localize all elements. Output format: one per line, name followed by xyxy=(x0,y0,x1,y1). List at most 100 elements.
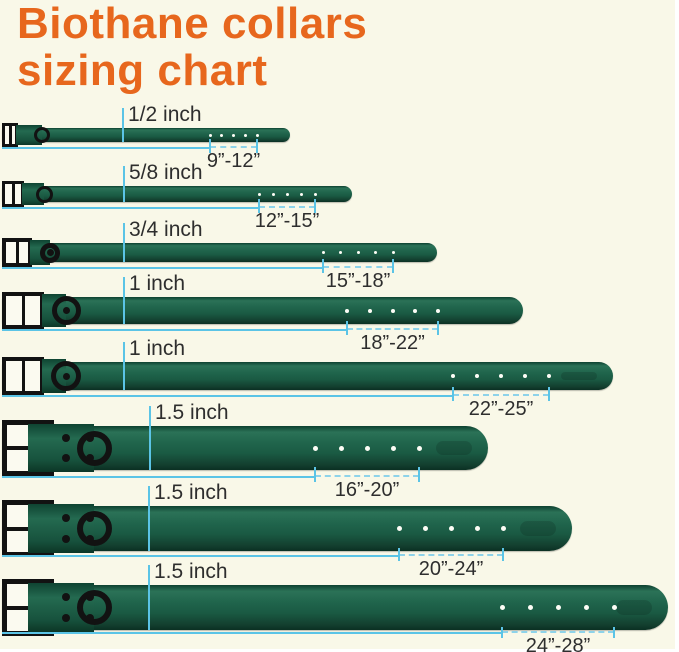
measure-dash-line xyxy=(399,554,503,556)
measure-tick-start xyxy=(322,259,324,273)
emboss-mark xyxy=(436,440,472,456)
collar-hole xyxy=(367,308,372,313)
range-label: 15”-18” xyxy=(325,270,391,292)
width-label: 5/8 inch xyxy=(129,161,203,184)
title-line2: sizing chart xyxy=(17,46,268,95)
measure-tick-end xyxy=(256,139,258,153)
emboss-mark xyxy=(520,521,556,536)
measure-dash-line xyxy=(259,206,315,208)
collar-hole xyxy=(475,374,479,378)
collar-hole xyxy=(285,192,289,196)
collar-hole xyxy=(257,192,261,196)
width-tick xyxy=(122,108,124,142)
collar-hole xyxy=(451,374,455,378)
collar-hole xyxy=(243,133,247,137)
collar-hole xyxy=(208,133,212,137)
width-tick xyxy=(148,565,150,630)
collar-hole xyxy=(527,605,533,610)
rivet-icon-3 xyxy=(62,535,70,543)
measure-tick-start xyxy=(398,548,400,561)
measure-dash-line xyxy=(347,328,438,330)
range-label: 16”-20” xyxy=(334,479,400,501)
measure-line xyxy=(2,632,502,634)
collar-hole xyxy=(338,445,344,451)
rivet-icon-1 xyxy=(62,593,70,601)
collar-hole xyxy=(499,605,505,610)
width-label: 1.5 inch xyxy=(154,481,228,504)
range-label: 20”-24” xyxy=(418,558,484,580)
width-tick xyxy=(123,223,125,262)
width-label: 1.5 inch xyxy=(154,560,228,583)
measure-line xyxy=(2,147,210,149)
collar-hole xyxy=(499,374,503,378)
buckle-ring-icon xyxy=(51,361,81,391)
width-tick xyxy=(123,166,125,202)
buckle-centerbar-icon xyxy=(21,292,25,329)
width-label: 3/4 inch xyxy=(129,218,203,241)
measure-dash-line xyxy=(323,266,393,268)
width-label: 1/2 inch xyxy=(128,103,202,126)
collar-strap xyxy=(2,186,352,202)
collar-hole xyxy=(448,526,454,531)
emboss-mark xyxy=(616,600,652,615)
collar-hole xyxy=(413,308,418,313)
ring-rivet-icon xyxy=(62,372,70,380)
collar-strap xyxy=(2,243,437,262)
range-label: 24”-28” xyxy=(525,635,591,652)
collar-hole xyxy=(391,251,395,254)
collar-hole xyxy=(232,133,235,137)
collar-hole xyxy=(390,308,395,313)
measure-line xyxy=(2,476,315,478)
measure-tick-start xyxy=(346,321,348,335)
buckle-ring-icon xyxy=(40,242,60,263)
rivet-icon-1 xyxy=(62,514,70,522)
collar-hole xyxy=(364,445,370,451)
collar-hole xyxy=(422,526,428,531)
width-tick xyxy=(123,277,125,324)
collar-hole xyxy=(416,445,422,451)
measure-dash-line xyxy=(453,394,549,396)
measure-tick-start xyxy=(258,199,260,213)
collar-hole xyxy=(611,605,617,610)
buckle-ring-icon xyxy=(51,296,81,325)
collar-hole xyxy=(500,526,506,531)
range-label: 9”-12” xyxy=(206,150,261,172)
width-tick xyxy=(123,342,125,390)
rivet-icon-1 xyxy=(62,434,70,442)
page-title: Biothane collars sizing chart xyxy=(17,0,367,94)
collar-hole xyxy=(321,251,325,254)
measure-tick-start xyxy=(452,387,454,401)
measure-tick-start xyxy=(501,627,503,638)
measure-tick-end xyxy=(437,321,439,335)
collar-hole xyxy=(255,133,259,137)
measure-tick-end xyxy=(502,548,504,561)
collar-hole xyxy=(313,192,317,196)
measure-tick-end xyxy=(392,259,394,273)
buckle-centerbar-icon xyxy=(8,123,12,147)
emboss-mark xyxy=(561,371,597,381)
measure-dash-line xyxy=(210,146,257,148)
collar-hole xyxy=(436,308,440,313)
range-label: 22”-25” xyxy=(468,398,534,420)
buckle-dring-icon xyxy=(76,511,112,546)
width-tick xyxy=(148,486,150,551)
rivet-icon-3 xyxy=(62,614,70,622)
collar-hole xyxy=(220,133,224,137)
collar-hole xyxy=(374,251,377,254)
ring-rivet-icon xyxy=(46,249,54,256)
measure-tick-end xyxy=(418,467,420,482)
measure-line xyxy=(2,267,323,269)
buckle-centerbar-icon xyxy=(15,238,19,267)
buckle-centerbar-icon xyxy=(21,357,25,395)
measure-dash-line xyxy=(315,475,419,477)
measure-line xyxy=(2,395,453,397)
collar-hole xyxy=(339,251,342,254)
range-label: 12”-15” xyxy=(254,210,320,232)
buckle-ring-icon xyxy=(34,127,50,143)
measure-tick-start xyxy=(314,467,316,482)
measure-tick-end xyxy=(548,387,550,401)
collar-hole xyxy=(555,605,561,610)
measure-tick-end xyxy=(613,627,615,638)
measure-tick-start xyxy=(209,139,211,153)
